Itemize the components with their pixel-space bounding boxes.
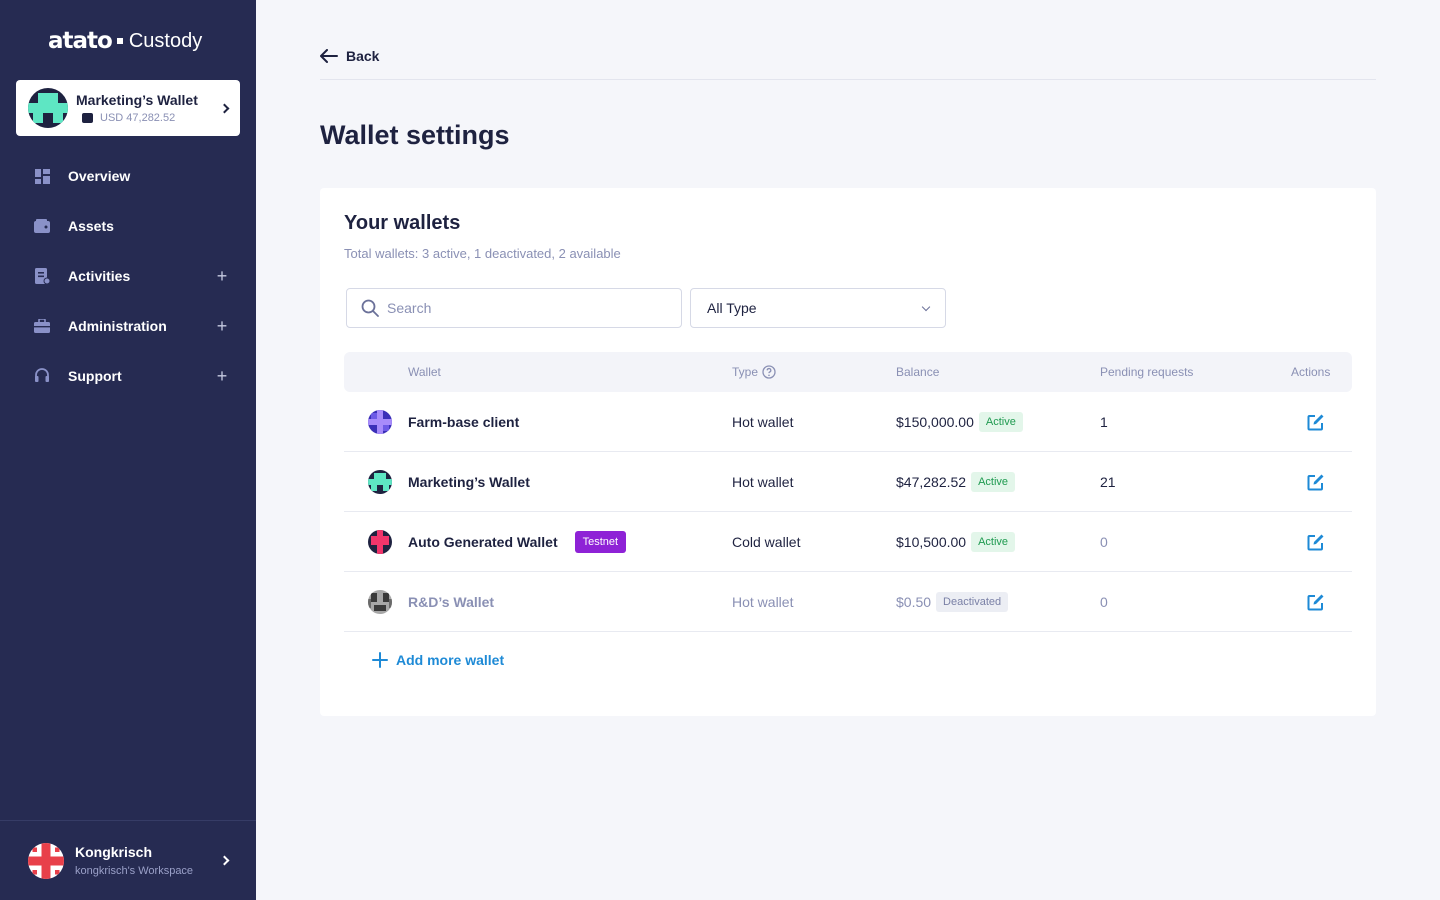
current-wallet-balance-row: USD 47,282.52: [76, 112, 221, 124]
back-label: Back: [346, 48, 380, 64]
sidebar-item-label: Assets: [68, 218, 114, 234]
edit-icon[interactable]: [1307, 533, 1325, 551]
user-avatar: [28, 842, 64, 879]
user-name: Kongkrisch: [75, 844, 153, 860]
wallet-balance: $0.50: [896, 594, 932, 610]
wallet-name: Farm-base client: [408, 414, 520, 430]
headset-icon: [34, 368, 50, 384]
expand-plus-icon[interactable]: +: [216, 315, 228, 336]
wallets-summary: Total wallets: 3 active, 1 deactivated, …: [344, 246, 621, 261]
status-badge: Active: [971, 532, 1016, 552]
sidebar-item-label: Overview: [68, 168, 131, 184]
page-title: Wallet settings: [320, 120, 510, 150]
sidebar-item-activities[interactable]: Activities +: [0, 251, 256, 301]
sidebar-item-label: Support: [68, 368, 122, 384]
table-row[interactable]: Auto Generated Wallet Testnet Cold walle…: [344, 512, 1352, 572]
wallet-balance-cell: $150,000.00 Active: [896, 392, 1023, 452]
sidebar-item-administration[interactable]: Administration +: [0, 301, 256, 351]
table-row[interactable]: R&D’s Wallet Hot wallet $0.50 Deactivate…: [344, 572, 1352, 632]
add-wallet-label: Add more wallet: [396, 652, 505, 668]
search-input[interactable]: [387, 300, 667, 316]
wallet-balance-cell: $10,500.00 Active: [896, 512, 1016, 572]
wallet-avatar: [368, 410, 392, 434]
logo-separator: [116, 38, 123, 44]
sidebar-item-label: Activities: [68, 268, 131, 284]
type-filter-select[interactable]: All Type: [690, 288, 946, 328]
search-icon: [361, 299, 379, 317]
pending-requests: 0: [1100, 594, 1108, 610]
wallets-card: Your wallets Total wallets: 3 active, 1 …: [320, 188, 1376, 716]
table-row[interactable]: Marketing’s Wallet Hot wallet $47,282.52…: [344, 452, 1352, 512]
plus-icon: [372, 652, 388, 668]
edit-icon[interactable]: [1307, 593, 1325, 611]
sidebar-nav: Overview Assets Activities + Administrat…: [0, 151, 256, 401]
wallet-type: Hot wallet: [732, 474, 794, 490]
wallet-balance: $47,282.52: [896, 474, 967, 490]
wallet-name-cell: Auto Generated Wallet Testnet: [408, 512, 627, 572]
chevron-right-icon: [219, 103, 230, 113]
pending-requests: 21: [1100, 474, 1116, 490]
wallet-name: Marketing’s Wallet: [408, 474, 530, 490]
workspace-name: kongkrisch's Workspace: [75, 865, 194, 877]
pending-requests: 1: [1100, 414, 1108, 430]
briefcase-icon: [34, 318, 50, 334]
wallet-type: Hot wallet: [732, 594, 794, 610]
sidebar-item-label: Administration: [68, 318, 167, 334]
sidebar: atato Custody Marketing’s Wallet USD 47,…: [0, 0, 256, 900]
dashboard-icon: [34, 168, 50, 184]
wallet-balance-cell: $0.50 Deactivated: [896, 572, 1009, 632]
expand-plus-icon[interactable]: +: [216, 365, 228, 386]
column-header-balance: Balance: [896, 365, 940, 379]
chevron-right-icon: [219, 855, 230, 866]
edit-icon[interactable]: [1307, 413, 1325, 431]
card-title: Your wallets: [344, 212, 461, 234]
testnet-badge: Testnet: [574, 531, 627, 553]
header-divider: [320, 79, 1376, 80]
wallet-avatar: [368, 470, 392, 494]
status-badge: Active: [978, 412, 1023, 432]
sidebar-item-support[interactable]: Support +: [0, 351, 256, 401]
pending-requests: 0: [1100, 534, 1108, 550]
column-header-type-label: Type: [732, 365, 759, 379]
atato-logo[interactable]: atato Custody: [48, 26, 202, 56]
add-wallet-button[interactable]: Add more wallet: [372, 652, 504, 668]
column-header-wallet: Wallet: [408, 365, 441, 379]
logo-product: Custody: [128, 29, 203, 52]
edit-icon[interactable]: [1307, 473, 1325, 491]
expand-plus-icon[interactable]: +: [216, 265, 228, 286]
wallet-icon: [82, 113, 93, 123]
table-row[interactable]: Farm-base client Hot wallet $150,000.00 …: [344, 392, 1352, 452]
wallet-balance: $150,000.00: [896, 414, 974, 430]
logo-mark: atato: [48, 28, 113, 54]
status-badge: Active: [971, 472, 1016, 492]
wallet-name: R&D’s Wallet: [408, 594, 495, 610]
wallet-avatar: [368, 530, 392, 554]
current-wallet-name: Marketing’s Wallet: [76, 92, 198, 108]
wallet-type: Cold wallet: [732, 534, 801, 550]
wallet-avatar: [28, 88, 68, 128]
document-icon: [34, 268, 50, 284]
chevron-down-icon: [921, 302, 931, 311]
sidebar-item-assets[interactable]: Assets: [0, 201, 256, 251]
sidebar-item-overview[interactable]: Overview: [0, 151, 256, 201]
table-header: Wallet Type Balance Pending requests Act…: [344, 352, 1352, 392]
search-box: [346, 288, 682, 328]
column-header-actions: Actions: [1291, 365, 1331, 379]
user-workspace-switcher[interactable]: Kongkrisch kongkrisch's Workspace: [0, 820, 256, 900]
column-header-pending: Pending requests: [1100, 365, 1194, 379]
wallet-avatar: [368, 590, 392, 614]
wallet-balance-cell: $47,282.52 Active: [896, 452, 1016, 512]
arrow-left-icon: [320, 49, 338, 63]
column-header-type: Type: [732, 352, 776, 392]
wallet-balance: $10,500.00: [896, 534, 967, 550]
wallet-type: Hot wallet: [732, 414, 794, 430]
wallet-name: Auto Generated Wallet: [408, 534, 558, 550]
status-badge: Deactivated: [936, 592, 1009, 612]
type-filter-value: All Type: [707, 300, 757, 316]
wallet-icon: [34, 218, 50, 234]
help-circle-icon[interactable]: [762, 365, 776, 379]
back-button[interactable]: Back: [320, 48, 379, 64]
current-wallet-switcher[interactable]: Marketing’s Wallet USD 47,282.52: [16, 80, 240, 136]
current-wallet-balance: USD 47,282.52: [100, 112, 176, 124]
